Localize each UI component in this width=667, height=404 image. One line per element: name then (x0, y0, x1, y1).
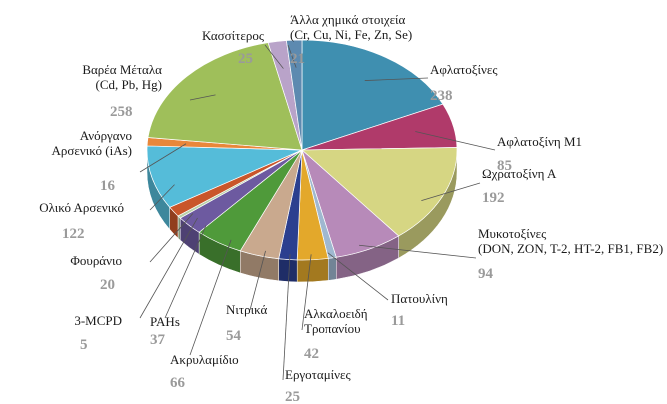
leader-line (149, 213, 194, 263)
leader-line (164, 224, 207, 319)
slice-label: PAHs (150, 314, 180, 329)
slice-label: Νιτρικά (226, 302, 268, 317)
slice-label: Αφλατοξίνη M1 (497, 134, 583, 149)
leader-line (249, 250, 266, 311)
value-label: 25 (238, 51, 253, 67)
pie-side (278, 258, 298, 283)
slice-label: Ολικό Αρσενικό (39, 200, 124, 215)
slice-label: Ακρυλαμίδιο (170, 352, 239, 367)
slice-label: Βαρέα Μέταλα (Cd, Pb, Hg) (82, 62, 162, 92)
leader-line (359, 244, 477, 259)
value-label: 16 (100, 178, 115, 194)
leader-line (264, 44, 284, 69)
value-label: 122 (62, 226, 85, 242)
value-label: 85 (497, 158, 512, 174)
value-label: 258 (110, 104, 133, 120)
pie-slice (301, 147, 458, 237)
value-label: 37 (150, 332, 165, 348)
slice-label: Εργοταμίνες (285, 367, 351, 382)
leader-line (139, 143, 187, 173)
leader-line (282, 254, 291, 381)
slice-label: Ωχρατοξίνη Α (482, 166, 557, 181)
slice-label: Αφλατοξίνες (430, 62, 498, 77)
value-label: 42 (304, 346, 319, 362)
slice-label: Μυκοτοξίνες (DON, ZON, T-2, HT-2, FB1, F… (478, 226, 664, 256)
pie-slice (286, 39, 303, 151)
pie-side (296, 258, 329, 283)
pie-slice (301, 39, 444, 151)
value-label: 20 (100, 277, 115, 293)
pie-slice (146, 145, 303, 208)
value-label: 11 (391, 313, 406, 329)
leader-line (421, 182, 481, 201)
leader-line (415, 131, 496, 151)
leader-line (139, 217, 198, 319)
leader-line (327, 252, 389, 301)
leader-line (189, 239, 232, 356)
slice-label: Αλκαλοειδή Τροπανίου (304, 306, 368, 336)
value-label: 21 (290, 51, 305, 67)
pie-side (327, 256, 337, 281)
value-label: 54 (226, 328, 241, 344)
leader-line (301, 254, 312, 331)
value-label: 5 (80, 337, 88, 353)
leader-line (149, 184, 175, 211)
slice-label: 3-MCPD (74, 313, 122, 328)
slice-label: Άλλα χημικά στοιχεία (Cr, Cu, Ni, Fe, Zn… (290, 12, 413, 42)
value-label: 192 (482, 190, 505, 206)
slice-label: Κασσίτερος (201, 28, 264, 43)
value-label: 25 (285, 389, 300, 404)
value-label: 94 (478, 266, 493, 282)
pie-slice (147, 42, 303, 151)
value-label: 66 (170, 375, 185, 391)
slice-label: Φουράνιο (70, 253, 122, 268)
value-label: 238 (430, 88, 453, 104)
leader-line (189, 94, 216, 101)
leader-line (364, 77, 429, 81)
slice-label: Πατουλίνη (391, 291, 448, 306)
leader-line (287, 44, 297, 68)
slice-label: Ανόργανο Αρσενικό (iAs) (51, 128, 132, 158)
